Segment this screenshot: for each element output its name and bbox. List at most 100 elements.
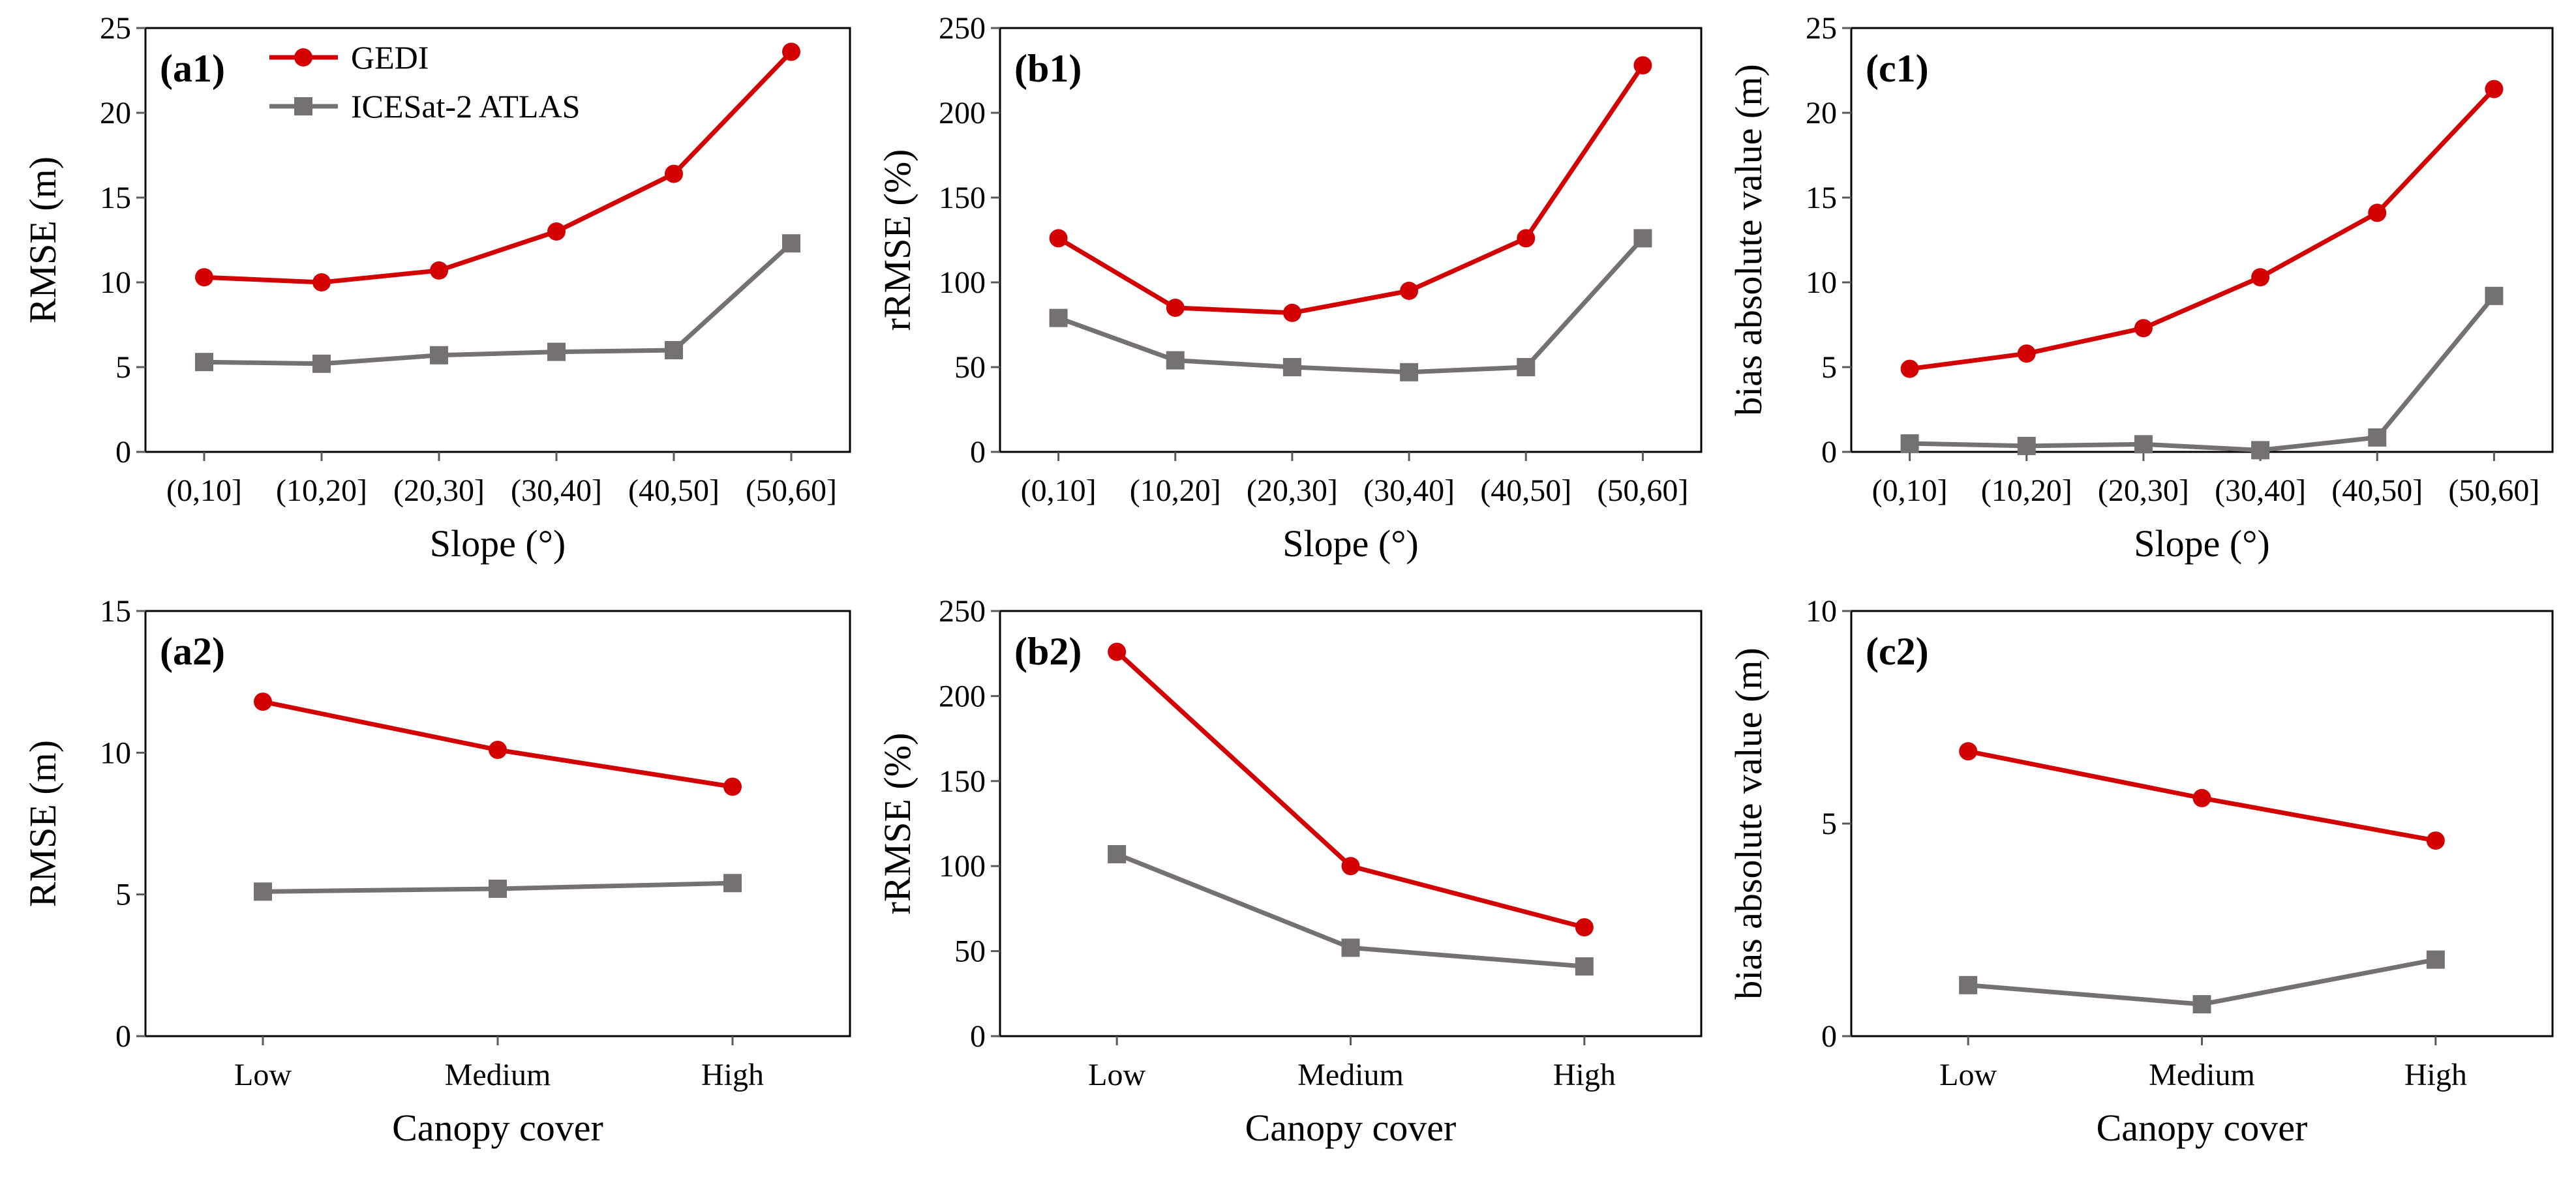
data-point-gedi: [2017, 344, 2036, 363]
data-point-gedi: [489, 740, 507, 759]
data-point-gedi: [430, 261, 448, 280]
y-tick-label: 100: [939, 265, 986, 300]
chart-panel-c2: 0 5 10 Low Medium High Canopy cover bias absolu…: [1727, 594, 2554, 1149]
series-line-icesat: [1909, 294, 2496, 453]
chart-panel-c1: 0 5 10 15 20 25 (0,10] (10,20] (20,30] (30,40] (40…: [1727, 11, 2554, 565]
data-point-icesat: [2251, 441, 2270, 460]
data-point-gedi: [2426, 831, 2445, 850]
data-point-icesat: [2426, 950, 2445, 969]
y-tick-label: 50: [954, 350, 986, 385]
data-point-icesat: [489, 879, 507, 898]
data-point-gedi: [1517, 229, 1536, 248]
data-point-icesat: [1633, 229, 1652, 248]
chart-panel-b1: 0 50 100 150 200 250 (0,10] (10,20] (20,30] (30,4…: [876, 11, 1703, 565]
y-axis-title: rRMSE (%): [876, 149, 918, 331]
x-tick-label: Medium: [445, 1058, 551, 1092]
y-tick-label: 200: [939, 679, 986, 713]
chart-panel-b2: 0 50 100 150 200 250 Low Medium High Canopy cover…: [876, 594, 1703, 1149]
data-point-icesat: [195, 353, 213, 372]
data-point-icesat: [2485, 286, 2504, 305]
y-tick-label: 250: [939, 594, 986, 629]
y-tick-label: 5: [1821, 807, 1837, 841]
y-tick-label: 0: [970, 1019, 986, 1054]
x-tick-label: (20,30]: [1247, 473, 1338, 508]
plot-area-frame: [144, 610, 851, 1037]
data-point-gedi: [1400, 282, 1419, 300]
y-axis-title: bias absolute value (m): [1727, 64, 1770, 416]
x-tick-label: Low: [234, 1058, 292, 1092]
data-point-icesat: [1959, 976, 1978, 994]
data-point-gedi: [1166, 299, 1185, 317]
data-point-gedi: [1341, 857, 1360, 876]
x-axis-title: Slope (°): [2134, 522, 2269, 565]
x-tick-label: (0,10]: [1021, 473, 1097, 508]
data-point-icesat: [312, 354, 331, 373]
x-tick-label: (50,60]: [1597, 473, 1688, 508]
data-point-icesat: [1282, 358, 1301, 376]
y-tick-label: 20: [100, 96, 131, 130]
data-point-gedi: [723, 777, 742, 796]
panel-label: (c1): [1866, 47, 1929, 90]
x-tick-label: (40,50]: [628, 473, 720, 508]
legend-marker-gedi: [294, 48, 312, 67]
legend-marker-icesat: [294, 97, 312, 115]
data-point-gedi: [665, 164, 683, 183]
data-point-icesat: [1049, 308, 1068, 327]
x-axis-title: Canopy cover: [2097, 1107, 2308, 1149]
x-tick-label: (0,10]: [166, 473, 242, 508]
y-tick-label: 0: [1821, 435, 1837, 469]
x-tick-label: (30,40]: [511, 473, 602, 508]
data-point-icesat: [2368, 428, 2387, 447]
y-tick-label: 50: [954, 934, 986, 969]
data-point-icesat: [782, 234, 800, 253]
series-line-gedi: [204, 50, 793, 285]
data-point-gedi: [2368, 203, 2387, 222]
data-point-icesat: [1575, 957, 1594, 976]
y-tick-label: 15: [100, 181, 131, 215]
series-line-gedi: [1057, 64, 1645, 316]
x-tick-label: Medium: [2149, 1058, 2255, 1092]
y-tick-label: 5: [115, 350, 131, 385]
data-point-gedi: [2251, 268, 2270, 287]
y-tick-label: 10: [1806, 594, 1837, 629]
panel-label: (a2): [160, 630, 225, 673]
data-point-icesat: [665, 341, 683, 359]
x-tick-label: (10,20]: [1981, 473, 2072, 508]
x-tick-label: (30,40]: [2215, 473, 2306, 508]
x-axis-title: Canopy cover: [392, 1107, 603, 1149]
plot-area-frame: [144, 27, 851, 453]
data-point-gedi: [547, 222, 566, 241]
data-point-icesat: [2134, 435, 2153, 454]
y-axis-title: bias absolute value (m): [1727, 648, 1770, 1000]
x-tick-label: High: [2404, 1058, 2467, 1092]
y-tick-label: 10: [100, 265, 131, 300]
x-tick-label: (20,30]: [393, 473, 485, 508]
series-line-gedi: [1115, 650, 1585, 930]
data-point-gedi: [2192, 788, 2211, 807]
x-tick-label: (0,10]: [1872, 473, 1948, 508]
chart-panel-a1: 0 5 10 15 20 25 (0,10] (10,20] (20,30] (30,40] (40…: [22, 11, 851, 565]
data-point-icesat: [430, 346, 448, 365]
x-tick-label: (10,20]: [1130, 473, 1221, 508]
data-point-gedi: [1575, 918, 1594, 937]
y-tick-label: 150: [939, 181, 986, 215]
y-tick-label: 10: [100, 736, 131, 770]
data-point-gedi: [782, 42, 800, 61]
data-point-gedi: [195, 268, 213, 287]
data-point-icesat: [723, 874, 742, 893]
y-tick-label: 25: [1806, 11, 1837, 46]
x-tick-label: (20,30]: [2098, 473, 2189, 508]
data-point-gedi: [1049, 229, 1068, 248]
plot-area-frame: [1850, 27, 2554, 453]
x-axis-title: Canopy cover: [1245, 1107, 1457, 1149]
chart-panel-a2: 0 5 10 15 Low Medium High Canopy cover RMSE (m) (…: [22, 594, 851, 1149]
y-tick-label: 25: [100, 11, 131, 46]
x-tick-label: (40,50]: [1480, 473, 1571, 508]
data-point-gedi: [1900, 359, 1919, 378]
y-tick-label: 250: [939, 11, 986, 46]
y-tick-label: 20: [1806, 96, 1837, 130]
x-tick-label: (10,20]: [276, 473, 367, 508]
x-tick-label: (50,60]: [2448, 473, 2539, 508]
data-point-icesat: [1341, 938, 1360, 957]
data-point-icesat: [1108, 844, 1127, 863]
